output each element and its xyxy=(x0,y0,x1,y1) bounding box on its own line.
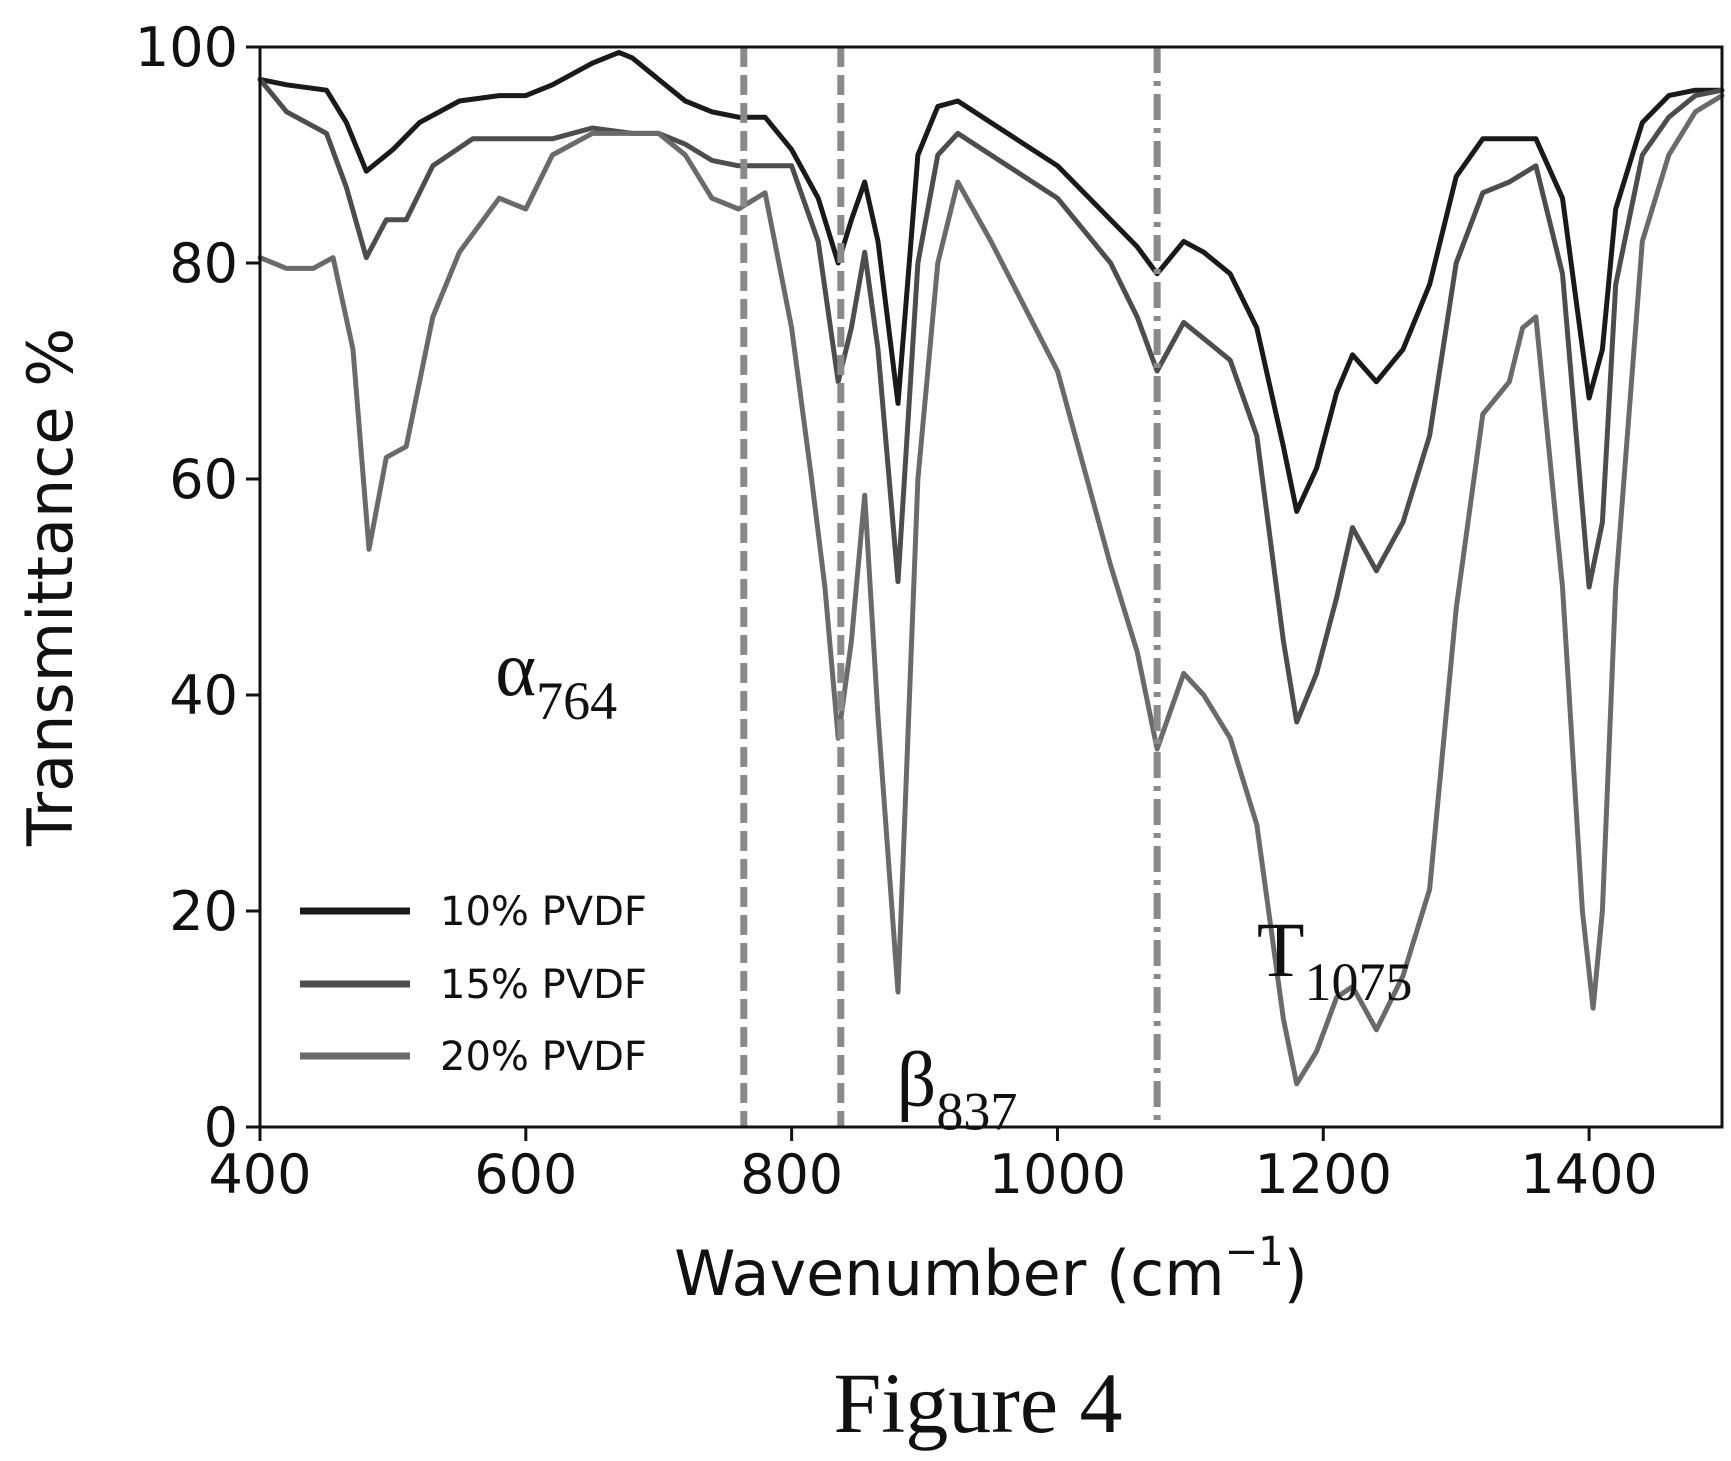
legend-label-20: 20% PVDF xyxy=(440,1034,647,1080)
x-tick-label: 1000 xyxy=(989,1143,1126,1206)
y-tick-label: 100 xyxy=(135,16,238,79)
series-line-1 xyxy=(257,49,1725,514)
peak-annotations: α764 β837 T1075 xyxy=(495,625,1412,1141)
peak-annotation-subscript: 837 xyxy=(936,1081,1017,1141)
y-axis-ticks: 0 20 40 60 80 100 xyxy=(135,16,260,1159)
peak-annotation-symbol: β xyxy=(897,1035,937,1122)
x-axis-title-superscript: −1 xyxy=(1225,1229,1284,1275)
x-tick-label: 400 xyxy=(208,1143,311,1206)
series-line-2 xyxy=(257,76,1725,725)
series-line-3 xyxy=(257,93,1725,1087)
legend: 10% PVDF 15% PVDF 20% PVDF xyxy=(300,889,647,1080)
x-axis-title-close: ) xyxy=(1284,1237,1308,1310)
peak-annotation-symbol: α xyxy=(495,625,536,712)
peak-annotation-3: T1075 xyxy=(1257,906,1413,1012)
y-tick-label: 60 xyxy=(169,448,238,511)
peak-annotation-subscript: 1075 xyxy=(1304,952,1412,1012)
x-tick-label: 1200 xyxy=(1255,1143,1392,1206)
y-axis-title: Transmittance % xyxy=(14,328,87,847)
y-tick-label: 0 xyxy=(204,1096,238,1159)
plot-lines xyxy=(257,49,1725,1087)
plot-frame xyxy=(258,45,1724,1129)
peak-annotation-1: α764 xyxy=(495,625,617,731)
figure-caption: Figure 4 xyxy=(833,1355,1122,1451)
legend-label-10: 10% PVDF xyxy=(440,889,647,935)
peak-annotation-2: β837 xyxy=(897,1035,1018,1141)
x-tick-label: 800 xyxy=(740,1143,843,1206)
x-axis-title-text: Wavenumber (cm xyxy=(674,1237,1225,1310)
y-tick-label: 20 xyxy=(169,880,238,943)
peak-annotation-subscript: 764 xyxy=(536,671,617,731)
x-axis-title: Wavenumber (cm−1) xyxy=(674,1229,1308,1310)
legend-label-15: 15% PVDF xyxy=(440,962,647,1008)
reference-lines xyxy=(740,47,1161,1127)
y-tick-label: 40 xyxy=(169,664,238,727)
peak-annotation-symbol: T xyxy=(1257,906,1305,993)
x-tick-label: 1400 xyxy=(1520,1143,1657,1206)
x-tick-label: 600 xyxy=(474,1143,577,1206)
y-tick-label: 80 xyxy=(169,232,238,295)
x-axis-ticks: 400 600 800 1000 1200 1400 xyxy=(208,1127,1658,1206)
